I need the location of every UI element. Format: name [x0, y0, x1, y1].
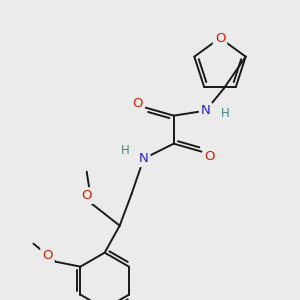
Text: O: O	[132, 97, 143, 110]
Text: N: N	[201, 104, 211, 117]
Text: H: H	[221, 107, 230, 120]
Text: H: H	[121, 144, 130, 157]
Text: O: O	[204, 150, 215, 163]
Text: O: O	[81, 189, 92, 202]
Text: O: O	[215, 32, 225, 44]
Text: N: N	[139, 152, 148, 165]
Text: O: O	[42, 249, 53, 262]
